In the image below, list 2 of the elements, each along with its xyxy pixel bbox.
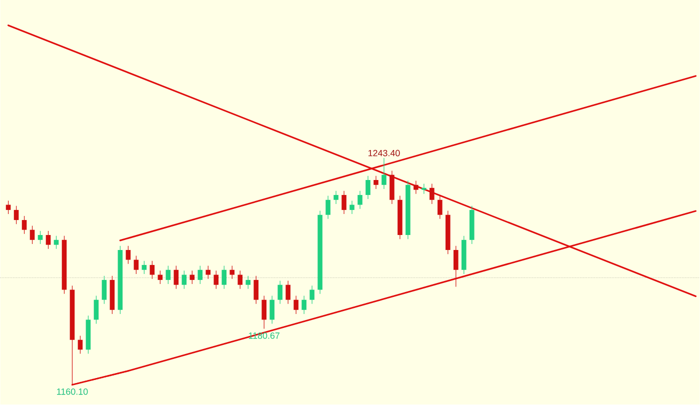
annotation: 1243.40 [368,150,400,156]
annotation: 1160.10 [57,388,88,395]
